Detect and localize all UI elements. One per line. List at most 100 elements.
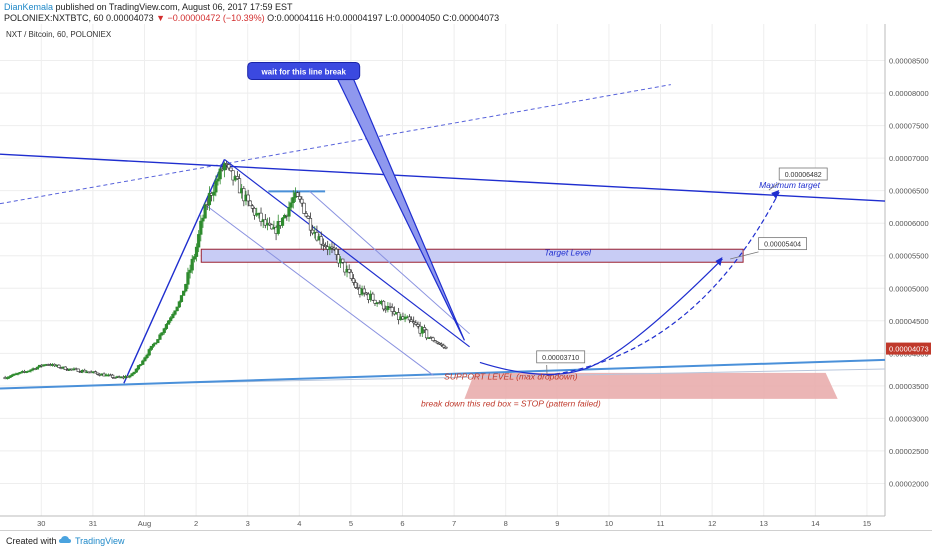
candle	[249, 200, 252, 206]
candle-body	[425, 330, 428, 338]
candle-body	[152, 344, 155, 346]
candle-body	[135, 369, 138, 372]
plot-area	[0, 24, 885, 516]
candle-body	[350, 272, 353, 278]
price-chart[interactable]: 0.000020000.000025000.000030000.00003500…	[0, 24, 932, 530]
candle	[77, 369, 80, 372]
price-tag-text: 0.00003710	[542, 355, 579, 362]
candle-body	[137, 365, 140, 369]
candle-body	[408, 317, 411, 320]
x-tick-label: 10	[605, 519, 613, 528]
candle-body	[180, 295, 183, 301]
candle-body	[335, 249, 338, 254]
candle-body	[178, 302, 181, 307]
candle-body	[202, 218, 205, 221]
candle-body	[348, 269, 351, 272]
candle-body	[303, 203, 306, 213]
candle-body	[251, 206, 254, 209]
candle-body	[64, 367, 67, 370]
candle-body	[204, 205, 207, 218]
candle-body	[197, 234, 200, 247]
candle-body	[187, 273, 190, 285]
candle-body	[148, 349, 151, 355]
y-tick-label: 0.00004500	[889, 317, 929, 326]
candle-body	[372, 294, 375, 300]
symbol-info: POLONIEX:NXTBTC, 60 0.00004073 ▼ −0.0000…	[4, 13, 499, 23]
x-tick-label: 31	[89, 519, 97, 528]
x-tick-label: 6	[400, 519, 404, 528]
candle-body	[230, 168, 233, 171]
y-tick-label: 0.00008000	[889, 89, 929, 98]
y-tick-label: 0.00002500	[889, 447, 929, 456]
candle-body	[215, 181, 218, 192]
candle-body	[445, 347, 448, 348]
y-tick-label: 0.00007500	[889, 122, 929, 131]
candle-body	[219, 169, 222, 179]
candle-body	[290, 203, 293, 208]
candle-body	[247, 195, 250, 201]
candle-body	[309, 218, 312, 230]
candle	[176, 307, 179, 312]
candle-body	[298, 196, 301, 199]
candle-body	[165, 324, 168, 328]
author-link[interactable]: DianKemala	[4, 2, 53, 12]
tradingview-logo-icon	[58, 535, 72, 544]
publish-info: DianKemala published on TradingView.com,…	[4, 2, 293, 12]
chart-footer: Created with TradingView	[0, 530, 932, 551]
candle-body	[212, 192, 215, 195]
candle-body	[172, 314, 175, 317]
tradingview-brand[interactable]: TradingView	[75, 536, 125, 546]
callout-text: wait for this line break	[260, 67, 346, 76]
candle-body	[195, 247, 198, 256]
price-tag-text: 0.00005404	[764, 242, 801, 249]
x-tick-label: 30	[37, 519, 45, 528]
candle-body	[217, 179, 220, 181]
candle	[303, 203, 306, 214]
symbol-text: POLONIEX:NXTBTC, 60	[4, 13, 104, 23]
y-tick-label: 0.00008500	[889, 57, 929, 66]
x-tick-label: 7	[452, 519, 456, 528]
chart-header: DianKemala published on TradingView.com,…	[0, 0, 932, 24]
y-tick-label: 0.00005500	[889, 252, 929, 261]
candle-body	[301, 199, 304, 203]
candle-body	[236, 176, 239, 178]
y-tick-label: 0.00006500	[889, 187, 929, 196]
x-tick-label: 14	[811, 519, 819, 528]
created-with-text: Created with	[6, 536, 57, 546]
candle-body	[169, 318, 172, 321]
x-tick-label: 8	[504, 519, 508, 528]
x-tick-label: 15	[863, 519, 871, 528]
candle-body	[77, 369, 80, 372]
x-tick-label: 3	[246, 519, 250, 528]
change-text: ▼ −0.00000472 (−10.39%)	[156, 13, 265, 23]
candle-body	[281, 218, 284, 225]
candle-body	[157, 339, 160, 342]
last-price-label: 0.00004073	[889, 345, 929, 354]
candle-body	[167, 321, 170, 325]
chart-title: NXT / Bitcoin, 60, POLONIEX	[6, 30, 112, 39]
x-tick-label: 4	[297, 519, 301, 528]
candle-body	[320, 237, 323, 245]
price-tag-text: 0.00006482	[785, 172, 822, 179]
candle-body	[363, 289, 366, 293]
candle-body	[144, 358, 147, 361]
x-tick-label: 12	[708, 519, 716, 528]
candle-body	[352, 279, 355, 283]
candle-body	[189, 270, 192, 272]
candle-body	[184, 284, 187, 291]
candle-body	[36, 367, 39, 369]
annotation-label: break down this red box = STOP (pattern …	[421, 399, 601, 409]
candle-body	[423, 328, 426, 330]
y-tick-label: 0.00002000	[889, 479, 929, 488]
publish-text: published on TradingView.com, August 06,…	[56, 2, 293, 12]
candle-body	[382, 301, 385, 309]
candle-body	[249, 201, 252, 206]
ohlc-text: O:0.00004116 H:0.00004197 L:0.00004050 C…	[267, 13, 499, 23]
candle-body	[296, 193, 299, 197]
candle-body	[111, 375, 114, 377]
candle-body	[161, 333, 164, 335]
x-tick-label: 9	[555, 519, 559, 528]
candle-body	[288, 207, 291, 216]
candle-body	[141, 361, 144, 365]
candle-body	[191, 259, 194, 270]
